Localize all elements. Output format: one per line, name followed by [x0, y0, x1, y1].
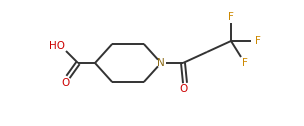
Text: N: N	[157, 58, 165, 68]
Text: F: F	[255, 36, 261, 46]
Text: O: O	[62, 78, 70, 88]
Text: F: F	[242, 58, 248, 68]
Text: F: F	[228, 12, 234, 22]
Text: O: O	[180, 84, 188, 94]
Text: HO: HO	[49, 41, 65, 51]
